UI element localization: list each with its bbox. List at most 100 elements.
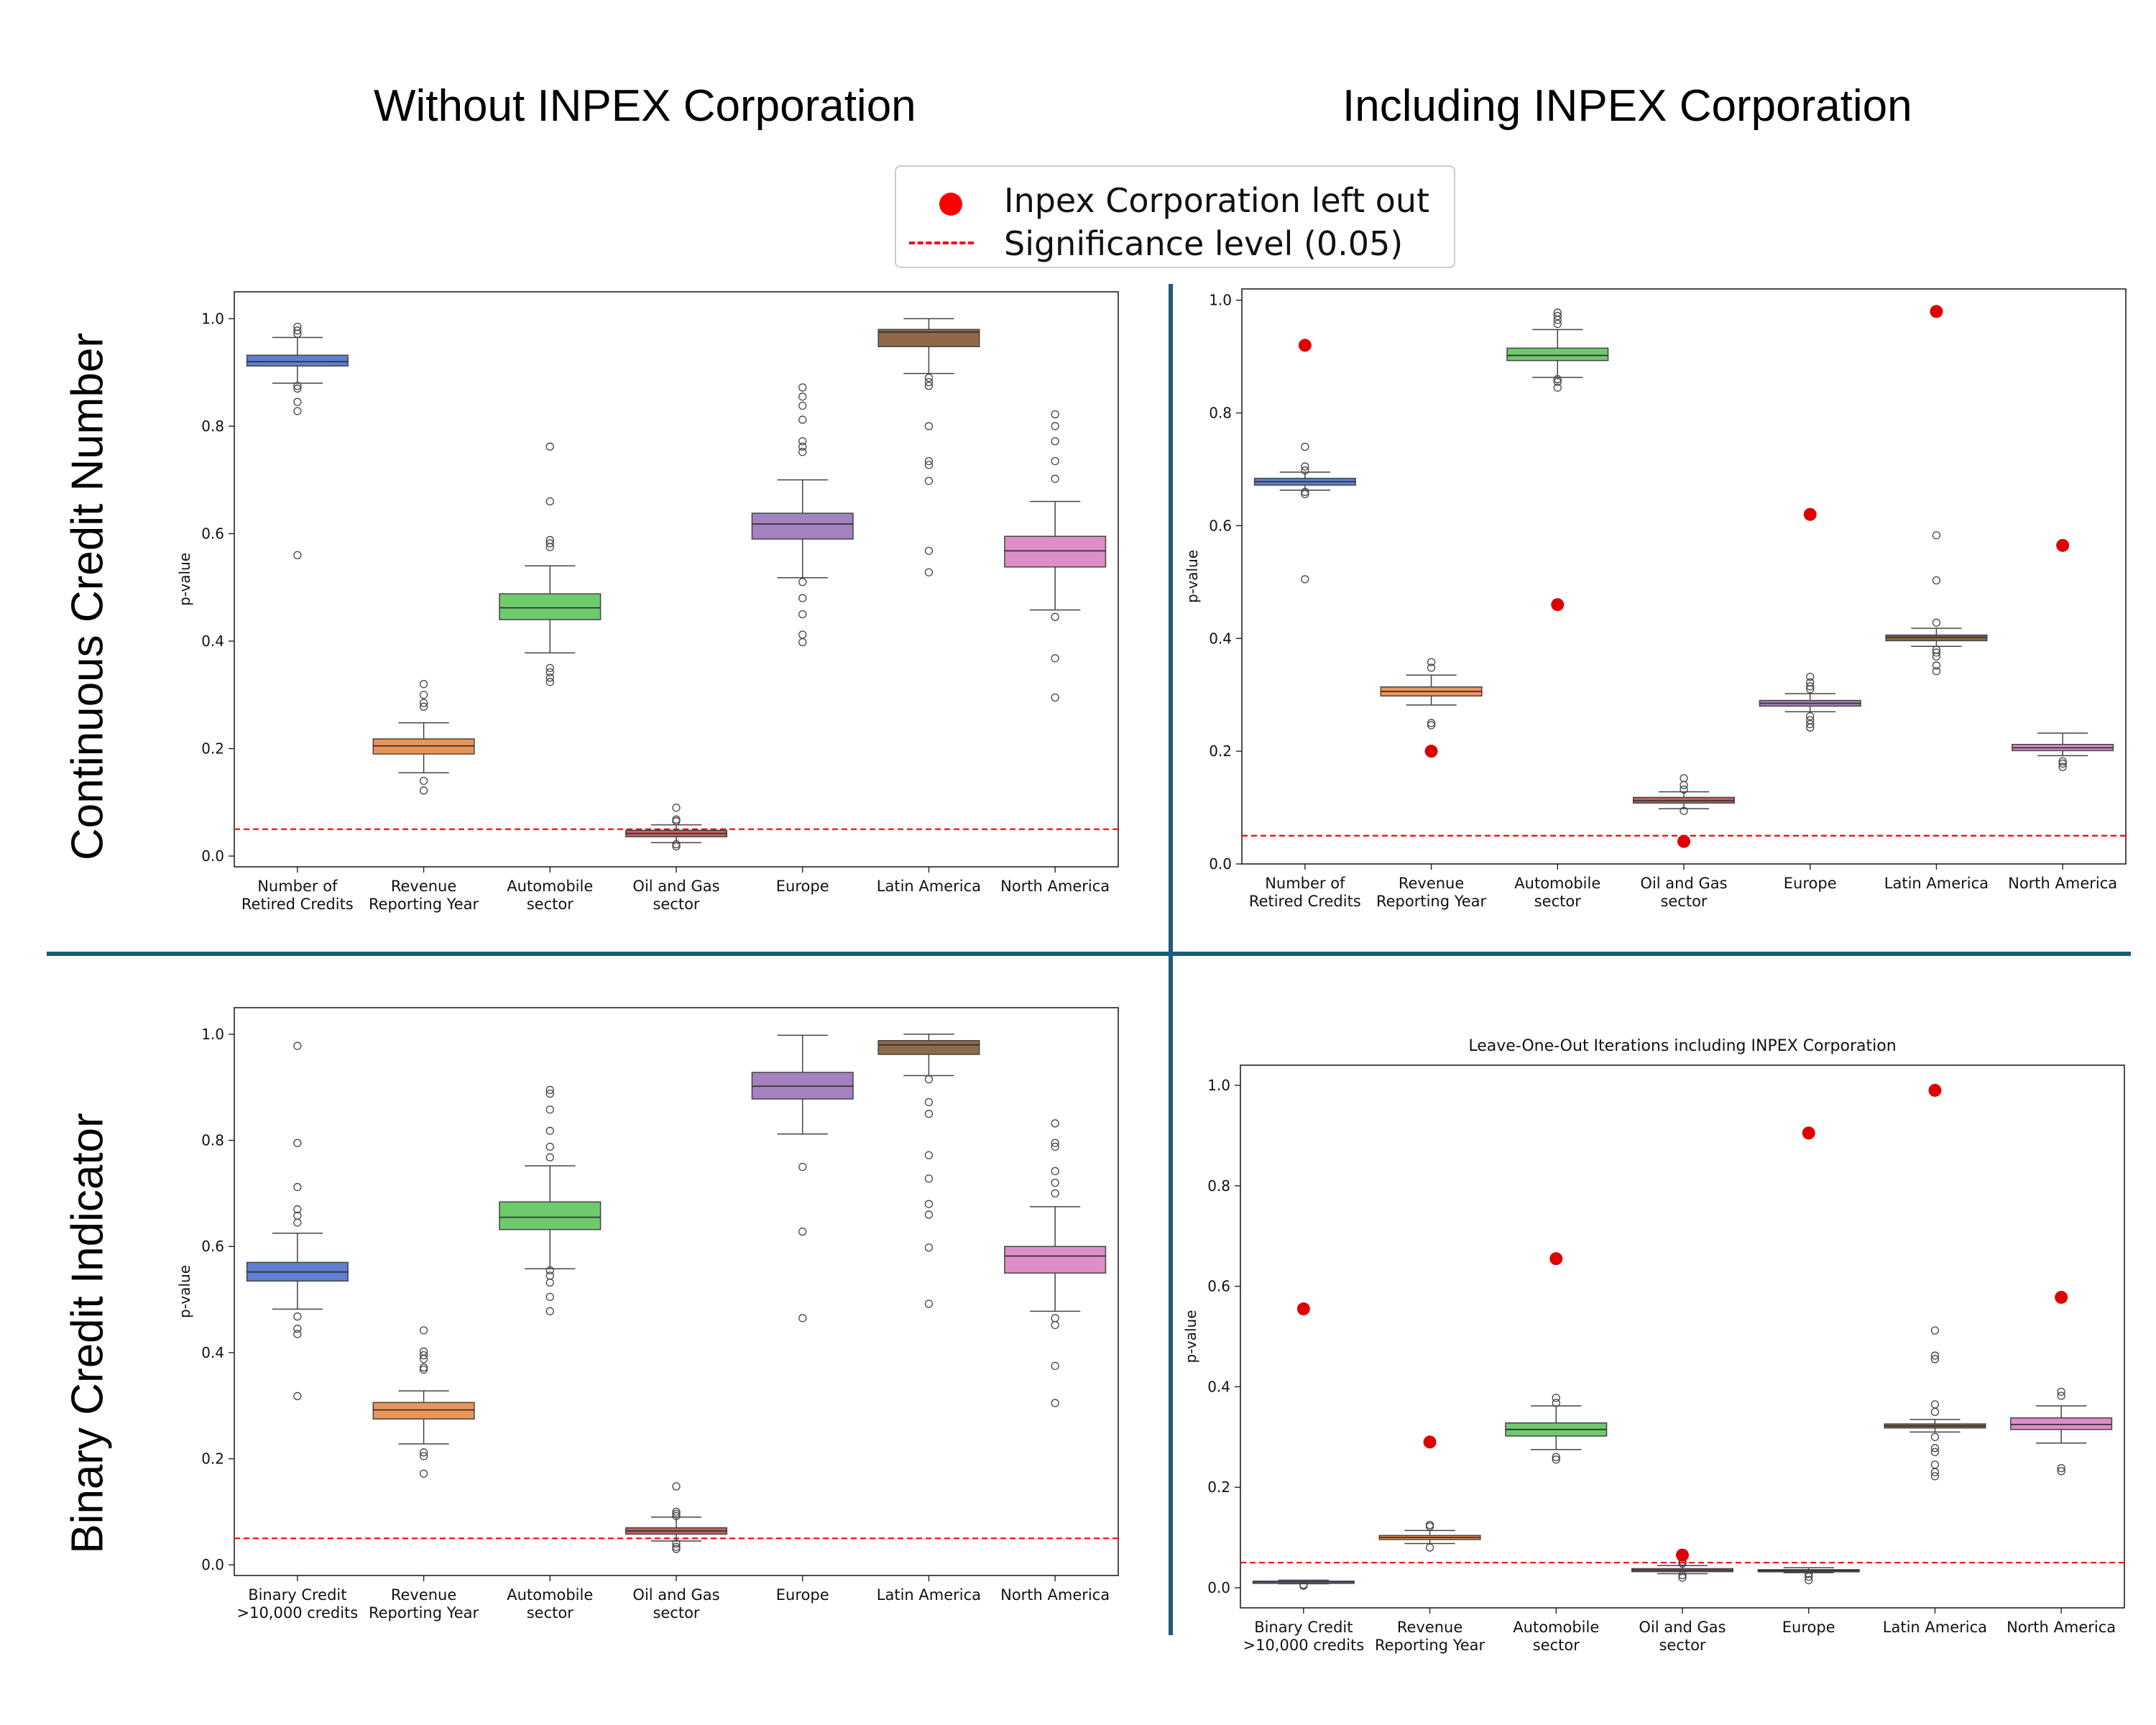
box-3: [499, 1085, 602, 1315]
y-tick-label: 0.4: [201, 632, 224, 650]
left-out-point: [1296, 1302, 1310, 1316]
outlier-point: [419, 1326, 428, 1335]
outlier-point: [419, 702, 428, 711]
outlier-point: [293, 1205, 302, 1214]
outlier-point: [545, 1153, 554, 1162]
x-tick-label: Latin America: [877, 878, 981, 895]
left-out-point: [1928, 1083, 1942, 1097]
box-6: [877, 1034, 980, 1308]
outlier-point: [924, 1075, 934, 1084]
x-tick-label-line: Oil and Gas: [632, 878, 719, 895]
outlier-point: [293, 1330, 302, 1338]
outlier-point: [672, 1545, 681, 1553]
outlier-point: [1553, 319, 1562, 328]
x-tick-label-line: Number of: [257, 878, 338, 895]
box-1: [246, 1041, 349, 1401]
plot-frame: [234, 291, 1119, 868]
x-tick-label-line: Latin America: [1884, 875, 1989, 892]
outlier-point: [798, 630, 807, 639]
y-tick-label: 1.0: [1207, 1077, 1230, 1094]
outlier-point: [924, 1300, 934, 1308]
x-tick-label: Number of Retired Credits: [1249, 875, 1361, 910]
box-body: [877, 328, 980, 348]
outlier-point: [672, 816, 681, 826]
outlier-point: [1051, 456, 1059, 466]
y-tick-label: 0.8: [201, 1132, 224, 1149]
outlier-point: [545, 663, 554, 673]
outlier-point: [545, 1089, 554, 1098]
outlier-point: [1051, 1138, 1059, 1147]
column-title-without: Without INPEX Corporation: [374, 81, 916, 131]
outlier-point: [1051, 1314, 1059, 1322]
x-tick-label-line: Europe: [1782, 1619, 1835, 1636]
y-tick-label: 0.0: [1209, 855, 1232, 873]
outlier-point: [1051, 1119, 1059, 1128]
box-5: [1757, 1567, 1860, 1585]
outlier-point: [293, 384, 302, 393]
outlier-point: [1678, 1573, 1687, 1582]
outlier-point: [545, 1085, 554, 1095]
row-title-binary: Binary Credit Indicator: [63, 1113, 113, 1554]
outlier-point: [545, 1307, 554, 1315]
left-out-marker-icon: [939, 193, 962, 216]
left-out-point: [1549, 1252, 1563, 1266]
outlier-point: [1930, 1432, 1940, 1441]
x-tick-label: Binary Credit >10,000 credits: [1243, 1619, 1364, 1654]
box-1: [1252, 1579, 1355, 1590]
x-tick-label: Revenue Reporting Year: [369, 1586, 479, 1622]
outlier-point: [545, 1271, 554, 1280]
x-tick-label-line: Oil and Gas: [632, 1586, 719, 1604]
x-tick-label-line: sector: [1659, 1637, 1705, 1654]
outlier-point: [672, 1540, 681, 1548]
outlier-point: [1051, 1167, 1059, 1176]
y-tick-label: 0.4: [1207, 1378, 1230, 1395]
outlier-point: [924, 568, 934, 576]
outlier-point: [798, 594, 807, 602]
box-5: [751, 1034, 854, 1322]
outlier-point: [545, 1266, 554, 1275]
x-tick-label-line: sector: [527, 1604, 573, 1622]
y-tick-label: 1.0: [201, 310, 224, 327]
outlier-point: [1051, 693, 1059, 702]
legend-label-left-out: Inpex Corporation left out: [1004, 181, 1430, 220]
x-tick-label-line: Latin America: [877, 878, 981, 895]
outlier-point: [924, 377, 934, 387]
x-tick-label: Revenue Reporting Year: [369, 878, 479, 913]
outlier-point: [1930, 1448, 1940, 1456]
outlier-point: [1930, 1468, 1940, 1476]
outlier-point: [924, 1151, 934, 1159]
outlier-point: [924, 373, 934, 382]
outlier-point: [1301, 442, 1309, 451]
x-tick-label: Automobile sector: [1514, 875, 1600, 910]
y-tick-label: 1.0: [201, 1026, 224, 1043]
outlier-point: [1932, 652, 1941, 661]
outlier-point: [293, 1138, 302, 1147]
outlier-point: [798, 383, 807, 392]
outlier-point: [2057, 1392, 2065, 1400]
outlier-point: [1552, 1455, 1560, 1464]
outlier-point: [1932, 661, 1941, 670]
x-tick-label-line: Latin America: [877, 1586, 981, 1604]
left-out-point: [1802, 1126, 1815, 1140]
y-axis-label: p-value: [176, 553, 193, 606]
outlier-point: [798, 415, 807, 424]
outlier-point: [1301, 466, 1309, 475]
x-tick-label-line: sector: [1660, 893, 1707, 910]
outlier-point: [1425, 1522, 1434, 1531]
outlier-point: [419, 786, 428, 795]
x-tick-label: Europe: [776, 1586, 829, 1604]
outlier-point: [798, 437, 807, 446]
outlier-point: [1806, 682, 1815, 691]
x-tick-label-line: sector: [653, 896, 699, 913]
x-tick-label-line: Latin America: [1883, 1619, 1987, 1636]
outlier-point: [924, 456, 934, 466]
outlier-point: [2057, 1467, 2065, 1476]
x-tick-label: Latin America: [1883, 1619, 1987, 1636]
x-tick-label: Latin America: [877, 1586, 981, 1604]
x-tick-label-line: Automobile: [1513, 1619, 1599, 1636]
outlier-point: [1805, 1573, 1813, 1581]
outlier-point: [1553, 311, 1562, 321]
x-tick-label-line: Revenue: [1399, 875, 1464, 892]
box-4: [625, 804, 728, 851]
outlier-point: [924, 1174, 934, 1183]
